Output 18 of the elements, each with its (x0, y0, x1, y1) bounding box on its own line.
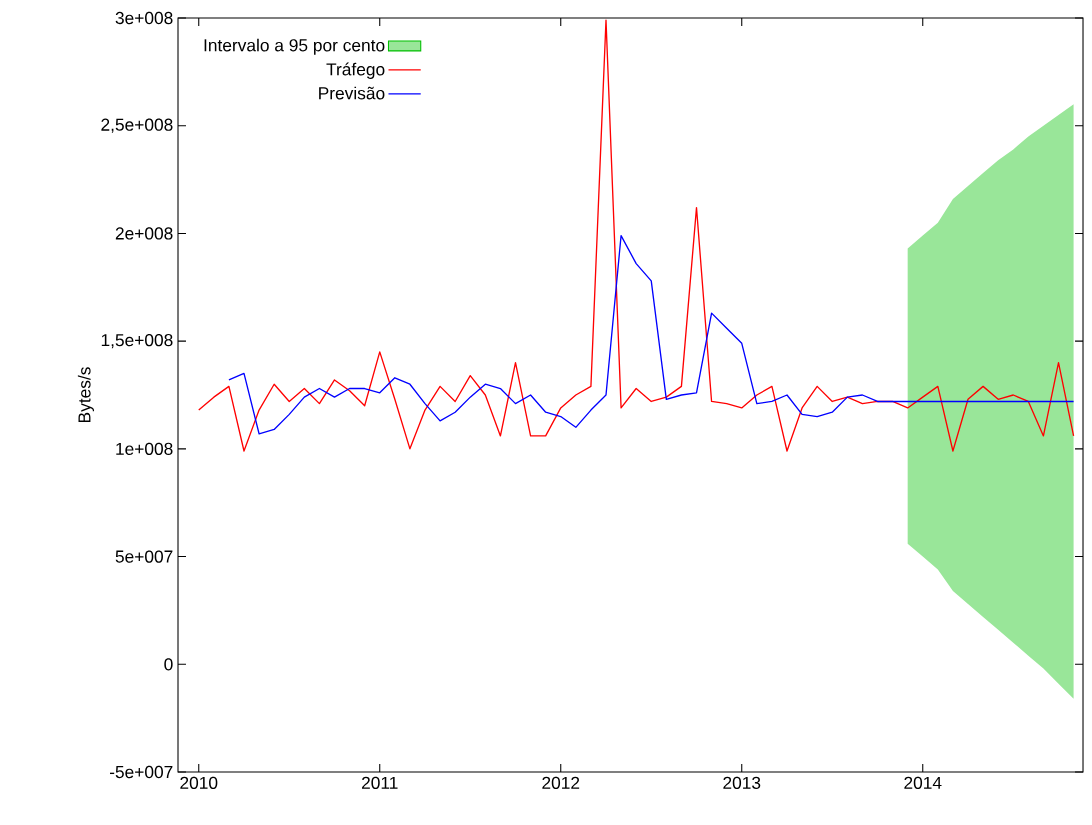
y-tick-label: 3e+008 (115, 11, 173, 25)
y-tick-label: 1e+008 (116, 442, 173, 455)
y-tick-label: 1,5e+008 (101, 333, 173, 349)
line-series (198, 19, 1075, 452)
legend-label: Previsão (319, 86, 385, 100)
legend-label: Intervalo a 95 por cento (204, 38, 385, 55)
y-axis-title: Bytes/s (77, 367, 95, 422)
y-tick-label: 2,5e+008 (101, 118, 173, 133)
y-tick-label: 2e+008 (115, 227, 173, 240)
x-tick-label: 2011 (361, 776, 398, 789)
y-tick-label: -5e+007 (109, 765, 173, 779)
y-tick-label: 5e+007 (115, 550, 173, 563)
legend-label: Tráfego (326, 62, 385, 79)
x-tick-label: 2013 (723, 776, 761, 789)
y-tick-label: 0 (164, 658, 173, 671)
x-tick-label: 2014 (904, 776, 942, 789)
x-tick-label: 2010 (180, 776, 218, 789)
x-tick-label: 2012 (542, 776, 580, 789)
